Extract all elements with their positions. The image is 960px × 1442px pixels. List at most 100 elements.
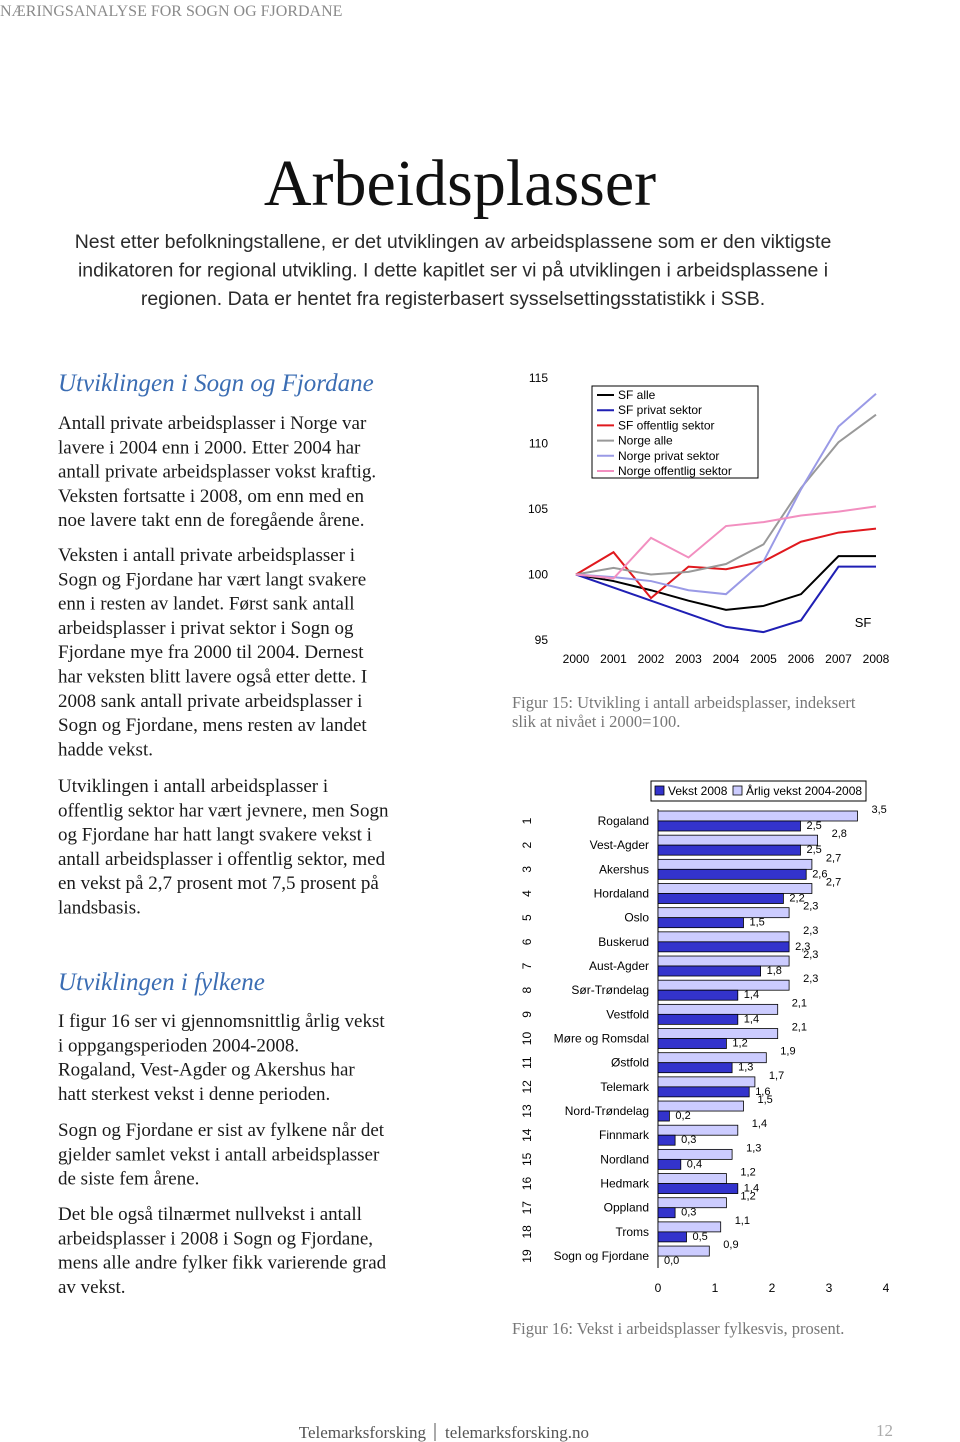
intro-line: indikatoren for regional utvikling. I de… <box>78 260 828 282</box>
annotation: SF <box>855 615 872 630</box>
rank-label: 15 <box>520 1152 534 1166</box>
rank-label: 19 <box>520 1249 534 1263</box>
x-tick-label: 2006 <box>788 652 815 666</box>
legend-label: SF alle <box>618 388 656 402</box>
x-tick-label: 2004 <box>713 652 740 666</box>
paragraph-line: Veksten i antall private arbeidsplasser … <box>58 545 355 566</box>
rank-label: 2 <box>520 842 534 849</box>
bar <box>657 1013 739 1025</box>
series-line <box>575 392 877 596</box>
paragraph-line: 2008 sank antall private arbeidsplasser … <box>58 691 362 712</box>
bar <box>657 1158 682 1170</box>
legend-label: Norge privat sektor <box>618 449 719 463</box>
category-label: Oslo <box>624 911 649 925</box>
category-label: Nord-Trøndelag <box>565 1104 649 1118</box>
value-label: 2,5 <box>807 844 822 856</box>
category-label: Aust-Agder <box>589 959 649 973</box>
value-label: 1,2 <box>740 1191 755 1203</box>
series-line <box>575 505 877 580</box>
paragraph-line: hatt sterkest vekst i denne perioden. <box>58 1084 330 1105</box>
x-tick-label: 3 <box>826 1281 833 1295</box>
value-label: 0,3 <box>681 1207 696 1219</box>
running-title: NÆRINGSANALYSE FOR SOGN OG FJORDANE <box>0 3 342 20</box>
value-label: 2,3 <box>803 973 818 985</box>
paragraph-line: Sogn og Fjordane har vært langt svakere <box>58 569 366 590</box>
paragraph-line: Utviklingen i antall arbeidsplasser i <box>58 776 328 797</box>
value-label: 1,5 <box>758 1094 773 1106</box>
y-tick-label: 115 <box>529 371 548 385</box>
value-label: 0,0 <box>664 1255 679 1267</box>
value-label: 1,4 <box>752 1118 767 1130</box>
category-label: Buskerud <box>598 935 649 949</box>
value-label: 2,7 <box>826 877 841 889</box>
intro-line: Nest etter befolkningstallene, er det ut… <box>75 231 832 253</box>
paragraph-line: noe lavere takt enn de foregående årene. <box>58 510 364 531</box>
paragraph-line: Antall private arbeidsplasser i Norge va… <box>58 413 367 434</box>
bar <box>657 1062 733 1074</box>
bar <box>657 893 784 904</box>
legend-swatch <box>654 785 665 796</box>
category-label: Vestfold <box>606 1007 649 1021</box>
paragraph-line: offentlig sektor har vært jevnere, men S… <box>58 800 389 821</box>
category-label: Rogaland <box>598 814 649 828</box>
paragraph-line: enn i resten av landet. Først sank antal… <box>58 594 355 615</box>
bar <box>657 1173 727 1184</box>
rank-label: 9 <box>520 1011 534 1018</box>
bar <box>657 1100 744 1112</box>
x-tick-label: 2001 <box>600 652 627 666</box>
bar <box>657 1207 676 1219</box>
legend-label: SF privat sektor <box>618 403 702 417</box>
category-label: Akershus <box>599 862 649 876</box>
section-heading: Utviklingen i fylkene <box>58 969 265 996</box>
paragraph-line: av vekst. <box>58 1277 126 1298</box>
x-tick-label: 2002 <box>638 652 665 666</box>
value-label: 1,1 <box>735 1215 750 1227</box>
rank-label: 17 <box>520 1201 534 1215</box>
bar <box>657 868 807 880</box>
y-tick-label: 105 <box>528 502 548 516</box>
bar <box>657 1110 670 1122</box>
paragraph-line: antall private arbeidsplasser vokst kraf… <box>58 462 376 483</box>
value-label: 2,3 <box>803 949 818 961</box>
rank-label: 4 <box>520 890 534 897</box>
paragraph-line: Det ble også tilnærmet nullvekst i antal… <box>58 1204 362 1225</box>
paragraph-line: Veksten fortsatte i 2008, om enn med en <box>58 486 365 507</box>
bar <box>657 907 790 919</box>
rank-label: 8 <box>520 987 534 994</box>
value-label: 0,5 <box>693 1231 708 1243</box>
rank-label: 13 <box>520 1104 534 1118</box>
page-title: Arbeidsplasser <box>264 147 656 220</box>
x-tick-label: 2003 <box>675 652 702 666</box>
intro-line: regionen. Data er hentet fra registerbas… <box>141 288 765 310</box>
rank-label: 11 <box>520 1056 534 1069</box>
paragraph-line: Sogn og Fjordane, mens resten av landet <box>58 715 367 736</box>
line-legend-box <box>591 385 759 479</box>
value-label: 2,8 <box>832 828 847 840</box>
value-label: 2,5 <box>807 820 822 832</box>
bar <box>657 1124 739 1136</box>
bar-legend-box <box>650 780 867 802</box>
value-label: 2,2 <box>789 893 804 905</box>
paragraph-line: arbeidsplasser i 2008 i Sogn og Fjordane… <box>58 1228 373 1249</box>
series-line <box>575 413 877 576</box>
paragraph-line: landsbasis. <box>58 898 141 919</box>
x-tick-label: 2007 <box>825 652 852 666</box>
paragraph-line: mens alle andre fylker fikk varierende g… <box>58 1253 387 1274</box>
x-tick-label: 0 <box>655 1281 662 1295</box>
value-label: 3,5 <box>872 804 887 816</box>
value-label: 0,2 <box>675 1110 690 1122</box>
bar <box>657 941 790 953</box>
rank-label: 6 <box>520 938 534 945</box>
x-tick-label: 2008 <box>863 652 890 666</box>
page-number: 12 <box>876 1421 893 1440</box>
legend-label: Norge offentlig sektor <box>618 464 732 478</box>
category-label: Troms <box>615 1225 649 1239</box>
value-label: 1,6 <box>755 1086 770 1098</box>
paragraph-line: og Fjordane har hatt langt svakere vekst… <box>58 825 372 846</box>
rank-label: 10 <box>520 1032 534 1046</box>
value-label: 1,2 <box>740 1167 755 1179</box>
rank-label: 7 <box>520 962 534 969</box>
x-tick-label: 2000 <box>563 652 590 666</box>
paragraph-line: antall arbeidsplasser i offentlig sektor… <box>58 849 386 870</box>
